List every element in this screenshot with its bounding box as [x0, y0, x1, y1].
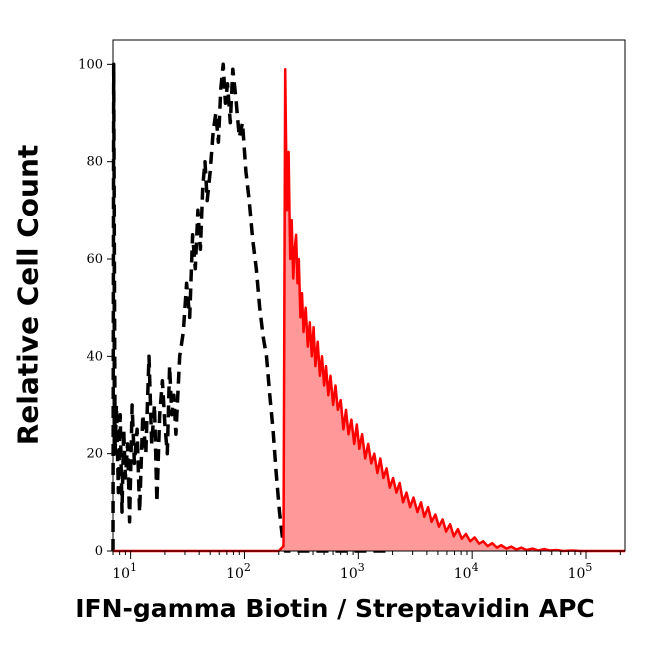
y-tick-label: 40	[86, 349, 103, 364]
y-tick-label: 60	[86, 252, 103, 267]
x-tick-label: 103	[340, 561, 365, 582]
y-tick-label: 80	[86, 155, 103, 170]
x-tick-label: 105	[568, 561, 593, 582]
x-tick-label: 101	[112, 561, 137, 582]
x-axis-label: IFN-gamma Biotin / Streptavidin APC	[75, 594, 595, 623]
series-0-line	[111, 62, 393, 553]
y-tick-label: 100	[78, 57, 103, 72]
x-tick-label: 104	[454, 561, 479, 582]
x-tick-label: 102	[226, 561, 251, 582]
y-axis-label: Relative Cell Count	[11, 144, 45, 446]
y-tick-label: 0	[95, 544, 103, 559]
y-tick-label: 20	[86, 447, 103, 462]
series-1-line	[113, 67, 625, 553]
plot-frame	[112, 39, 626, 552]
